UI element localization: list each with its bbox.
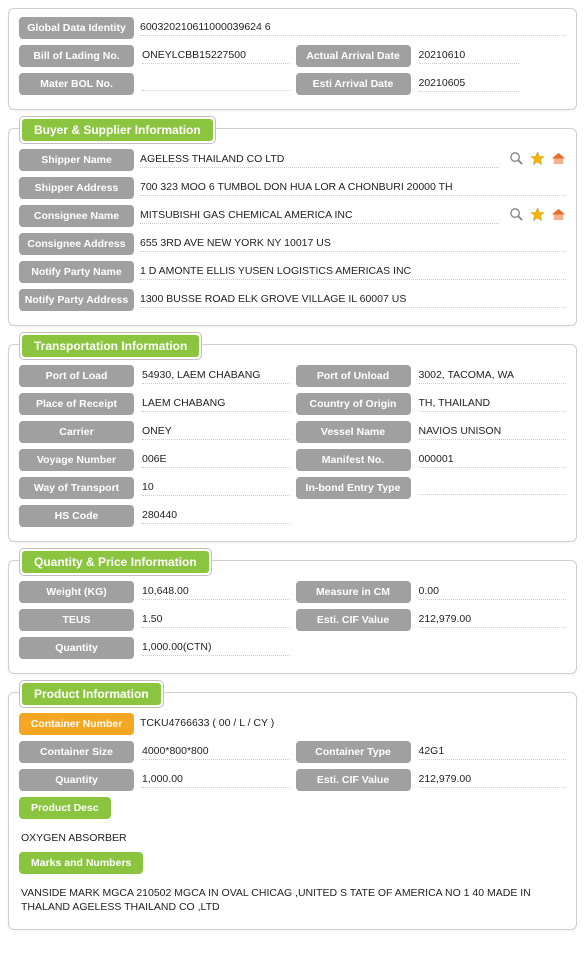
- label-manifest: Manifest No.: [296, 449, 411, 471]
- label-notify-address: Notify Party Address: [19, 289, 134, 311]
- value-carrier: ONEY: [142, 425, 290, 440]
- value-quantity-p: 1,000.00: [142, 773, 290, 788]
- magnify-icon[interactable]: [509, 151, 524, 169]
- label-mater-bol: Mater BOL No.: [19, 73, 134, 95]
- label-quantity-p: Quantity: [19, 769, 134, 791]
- buyer-supplier-panel: Buyer & Supplier Information Shipper Nam…: [8, 128, 577, 326]
- value-container-number: TCKU4766633 ( 00 / L / CY ): [140, 717, 566, 731]
- section-title-buyer: Buyer & Supplier Information: [22, 119, 213, 141]
- value-inbond: [419, 481, 567, 495]
- section-tab-product: Product Information: [19, 680, 164, 708]
- shipper-icons: [509, 151, 566, 169]
- value-port-load: 54930, LAEM CHABANG: [142, 369, 290, 384]
- label-consignee-name: Consignee Name: [19, 205, 134, 227]
- value-marks: VANSIDE MARK MGCA 210502 MGCA IN OVAL CH…: [19, 880, 566, 921]
- consignee-icons: [509, 207, 566, 225]
- value-notify-name: 1 D AMONTE ELLIS YUSEN LOGISTICS AMERICA…: [140, 265, 566, 280]
- label-cif-p: Esti. CIF Value: [296, 769, 411, 791]
- value-actual-arrival: 20210610: [419, 49, 519, 64]
- value-measure: 0.00: [419, 585, 567, 600]
- value-bol: ONEYLCBB15227500: [142, 49, 290, 64]
- value-manifest: 000001: [419, 453, 567, 468]
- label-bol: Bill of Lading No.: [19, 45, 134, 67]
- value-country-origin: TH, THAILAND: [419, 397, 567, 412]
- value-quantity-q: 1,000.00(CTN): [142, 641, 290, 656]
- value-shipper-address: 700 323 MOO 6 TUMBOL DON HUA LOR A CHONB…: [140, 181, 566, 196]
- label-vessel: Vessel Name: [296, 421, 411, 443]
- label-voyage: Voyage Number: [19, 449, 134, 471]
- magnify-icon[interactable]: [509, 207, 524, 225]
- section-title-product: Product Information: [22, 683, 161, 705]
- value-shipper-name: AGELESS THAILAND CO LTD: [140, 153, 499, 168]
- value-notify-address: 1300 BUSSE ROAD ELK GROVE VILLAGE IL 600…: [140, 293, 566, 308]
- label-container-type: Container Type: [296, 741, 411, 763]
- value-esti-arrival: 20210605: [419, 77, 519, 92]
- value-port-unload: 3002, TACOMA, WA: [419, 369, 567, 384]
- home-icon[interactable]: [551, 207, 566, 225]
- label-marks: Marks and Numbers: [19, 852, 143, 874]
- header-panel: Global Data Identity 6003202106110000396…: [8, 8, 577, 110]
- section-tab-quantity: Quantity & Price Information: [19, 548, 212, 576]
- label-container-size: Container Size: [19, 741, 134, 763]
- value-hs-code: 280440: [142, 509, 290, 524]
- label-cif-q: Esti. CIF Value: [296, 609, 411, 631]
- label-esti-arrival: Esti Arrival Date: [296, 73, 411, 95]
- star-icon[interactable]: [530, 207, 545, 225]
- value-cif-q: 212,979.00: [419, 613, 567, 628]
- label-product-desc: Product Desc: [19, 797, 111, 819]
- transportation-panel: Transportation Information Port of Load …: [8, 344, 577, 542]
- label-place-receipt: Place of Receipt: [19, 393, 134, 415]
- value-product-desc: OXYGEN ABSORBER: [19, 825, 566, 852]
- value-voyage: 006E: [142, 453, 290, 468]
- quantity-price-panel: Quantity & Price Information Weight (KG)…: [8, 560, 577, 674]
- label-consignee-address: Consignee Address: [19, 233, 134, 255]
- label-carrier: Carrier: [19, 421, 134, 443]
- label-global-identity: Global Data Identity: [19, 17, 134, 39]
- label-way-transport: Way of Transport: [19, 477, 134, 499]
- value-cif-p: 212,979.00: [419, 773, 567, 788]
- label-country-origin: Country of Origin: [296, 393, 411, 415]
- label-inbond: In-bond Entry Type: [296, 477, 411, 499]
- value-teus: 1.50: [142, 613, 290, 628]
- label-port-unload: Port of Unload: [296, 365, 411, 387]
- label-hs-code: HS Code: [19, 505, 134, 527]
- label-teus: TEUS: [19, 609, 134, 631]
- star-icon[interactable]: [530, 151, 545, 169]
- section-title-quantity: Quantity & Price Information: [22, 551, 209, 573]
- label-notify-name: Notify Party Name: [19, 261, 134, 283]
- value-container-type: 42G1: [419, 745, 567, 760]
- label-measure: Measure in CM: [296, 581, 411, 603]
- label-actual-arrival: Actual Arrival Date: [296, 45, 411, 67]
- label-container-number: Container Number: [19, 713, 134, 735]
- home-icon[interactable]: [551, 151, 566, 169]
- value-consignee-address: 655 3RD AVE NEW YORK NY 10017 US: [140, 237, 566, 252]
- label-shipper-name: Shipper Name: [19, 149, 134, 171]
- value-container-size: 4000*800*800: [142, 745, 290, 760]
- value-way-transport: 10: [142, 481, 290, 496]
- section-tab-transport: Transportation Information: [19, 332, 202, 360]
- value-consignee-name: MITSUBISHI GAS CHEMICAL AMERICA INC: [140, 209, 499, 224]
- product-panel: Product Information Container Number TCK…: [8, 692, 577, 930]
- value-mater-bol: [142, 77, 290, 91]
- label-quantity-q: Quantity: [19, 637, 134, 659]
- value-vessel: NAVIOS UNISON: [419, 425, 567, 440]
- value-place-receipt: LAEM CHABANG: [142, 397, 290, 412]
- label-weight: Weight (KG): [19, 581, 134, 603]
- label-shipper-address: Shipper Address: [19, 177, 134, 199]
- section-tab-buyer: Buyer & Supplier Information: [19, 116, 216, 144]
- value-weight: 10,648.00: [142, 585, 290, 600]
- value-global-identity: 600320210611000039624 6: [140, 21, 566, 36]
- section-title-transport: Transportation Information: [22, 335, 199, 357]
- label-port-load: Port of Load: [19, 365, 134, 387]
